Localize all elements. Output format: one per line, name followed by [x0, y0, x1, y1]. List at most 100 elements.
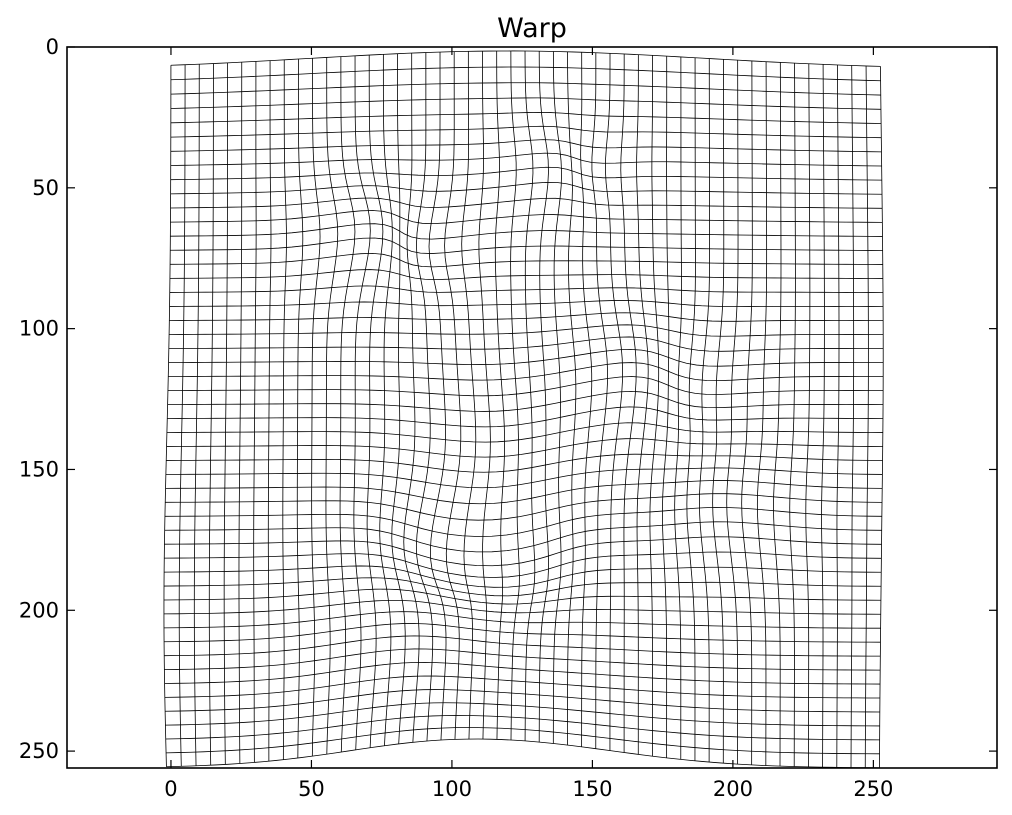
mesh-column-line	[741, 60, 753, 765]
mesh-row-line	[169, 269, 883, 280]
x-tick-label: 50	[298, 777, 325, 801]
mesh-row-line	[164, 577, 882, 597]
y-axis: 0 50 100 150 200 250	[19, 35, 997, 763]
mesh-row-line	[167, 376, 884, 397]
x-tick-label: 200	[713, 777, 753, 801]
mesh-column-line	[726, 60, 739, 765]
mesh-column-line	[850, 65, 855, 768]
mesh-column-line	[366, 55, 384, 748]
mesh-column-line	[379, 54, 393, 746]
mesh-column-line	[538, 51, 549, 743]
mesh-row-line	[170, 210, 883, 225]
mesh-column-line	[567, 51, 577, 746]
mesh-column-line	[524, 51, 536, 741]
mesh-column-line	[636, 54, 649, 755]
mesh-row-line	[169, 285, 883, 294]
mesh-column-line	[223, 62, 228, 765]
mesh-row-line	[170, 50, 881, 67]
y-tick-label: 150	[19, 457, 59, 481]
mesh-column-line	[580, 52, 593, 747]
mesh-column-line	[712, 59, 725, 764]
mesh-column-line	[178, 64, 186, 767]
mesh-row-line	[169, 324, 884, 337]
mesh-row-line	[168, 348, 884, 367]
mesh-row-line	[170, 139, 882, 153]
mesh-row-line	[168, 362, 884, 382]
mesh-column-line	[415, 52, 434, 742]
mesh-column-line	[494, 50, 505, 740]
x-tick-label: 100	[432, 777, 472, 801]
mesh-column-line	[403, 53, 420, 743]
mesh-row-line	[164, 536, 882, 567]
mesh-row-line	[163, 611, 881, 629]
mesh-row-line	[170, 197, 883, 209]
mesh-row-line	[167, 406, 883, 428]
mesh-column-line	[510, 50, 520, 741]
mesh-row-line	[170, 66, 881, 82]
mesh-row-line	[163, 588, 881, 605]
mesh-column-line	[339, 56, 356, 753]
y-tick-label: 100	[19, 317, 59, 341]
mesh-row-line	[170, 125, 882, 139]
chart-title: Warp	[497, 13, 567, 44]
mesh-column-line	[773, 62, 782, 767]
axes-frame	[66, 46, 998, 769]
mesh-row-line	[166, 422, 883, 443]
mesh-column-line	[208, 63, 214, 766]
mesh-row-line	[165, 493, 883, 521]
x-tick-label: 250	[853, 777, 893, 801]
y-tick-label: 200	[19, 598, 59, 622]
mesh-row-line	[164, 623, 881, 643]
x-axis: 0 50 100 150 200 250	[164, 47, 893, 801]
mesh-column-line	[163, 65, 172, 767]
mesh-column-line	[821, 64, 825, 768]
mesh-row-line	[169, 300, 884, 308]
mesh-column-line	[789, 63, 796, 767]
mesh-row-line	[170, 252, 883, 268]
mesh-column-line	[296, 59, 304, 759]
y-tick-label: 0	[46, 35, 59, 59]
mesh-column-line	[836, 64, 840, 768]
mesh-column-line	[391, 53, 406, 744]
mesh-row-line	[170, 166, 882, 181]
mesh-row-line	[163, 599, 881, 615]
mesh-column-line	[353, 55, 371, 750]
mesh-row-line	[164, 551, 882, 578]
x-tick-label: 150	[572, 777, 612, 801]
mesh-column-line	[604, 53, 624, 751]
mesh-row-line	[168, 336, 884, 352]
mesh-column-line	[805, 63, 811, 767]
mesh-column-line	[756, 61, 768, 766]
mesh-column-line	[193, 64, 200, 766]
y-tick-label: 250	[19, 739, 59, 763]
mesh-column-line	[699, 58, 710, 763]
mesh-column-line	[282, 59, 287, 760]
mesh-column-line	[444, 51, 462, 740]
mesh-row-line	[167, 390, 884, 412]
plot-area: 0 50 100 150 200 250 0 50 100 150 200 250	[19, 35, 998, 801]
mesh-column-line	[879, 66, 884, 768]
mesh-column-line	[267, 60, 272, 762]
mesh-column-line	[478, 51, 491, 740]
mesh-column-line	[649, 55, 660, 757]
mesh-column-line	[591, 52, 608, 749]
mesh-row-line	[170, 112, 882, 124]
mesh-row-line	[164, 635, 881, 657]
mesh-column-line	[686, 57, 696, 761]
mesh-column-line	[461, 51, 477, 740]
x-tick-label: 0	[164, 777, 177, 801]
mesh-column-line	[325, 57, 339, 755]
warp-grid	[163, 50, 884, 768]
mesh-column-line	[311, 58, 321, 757]
mesh-row-line	[165, 715, 880, 741]
mesh-row-line	[166, 438, 883, 458]
mesh-column-line	[620, 53, 637, 753]
mesh-column-line	[253, 61, 257, 763]
mesh-column-line	[662, 56, 670, 758]
mesh-row-line	[166, 738, 880, 768]
mesh-row-line	[170, 152, 882, 167]
mesh-column-line	[552, 51, 562, 744]
mesh-column-line	[238, 62, 243, 764]
mesh-column-line	[428, 52, 447, 741]
